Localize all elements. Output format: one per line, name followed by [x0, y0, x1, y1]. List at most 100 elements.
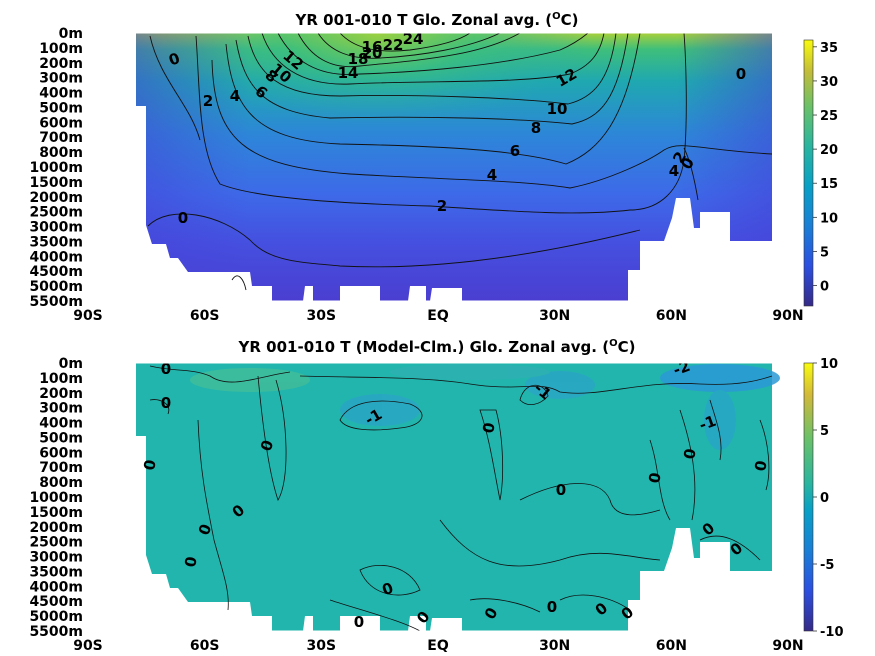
panel2-colorbar-ticks: 10 5 0 -5 -10 [813, 357, 844, 640]
contour-label: -1 [697, 412, 719, 435]
x-tick-label: 90N [772, 308, 803, 324]
x-tick-label: 90S [73, 638, 103, 654]
x-tick-label: 60S [190, 638, 220, 654]
contour-label: 10 [547, 100, 568, 118]
contour-label: -1 [362, 405, 385, 429]
contour-line [699, 535, 761, 561]
y-tick-label: 300m [39, 71, 83, 87]
contour-label: 16 [362, 38, 383, 56]
y-tick-label: 4000m [29, 249, 83, 265]
panel1-x-ticks: 90S 60S 30S EQ 30N 60N 90N [73, 308, 803, 324]
colorbar-tick-label: -10 [820, 625, 844, 640]
panel1-contours [147, 33, 773, 291]
y-tick-label: 5500m [29, 294, 83, 310]
colorbar-tick-label: -5 [820, 558, 834, 573]
x-tick-label: 30S [307, 308, 337, 324]
y-tick-label: 3500m [29, 564, 83, 580]
contour-line [649, 439, 671, 521]
y-tick-label: 5000m [29, 609, 83, 625]
y-tick-label: 100m [39, 371, 83, 387]
contour-line [195, 33, 687, 214]
panel2-title: YR 001-010 T (Model-Clm.) Glo. Zonal avg… [238, 338, 636, 356]
contour-label: 0 [736, 65, 746, 83]
y-tick-label: 200m [39, 386, 83, 402]
y-tick-label: 500m [39, 430, 83, 446]
contour-line [317, 33, 501, 59]
contour-line [469, 598, 541, 613]
y-tick-label: 600m [39, 445, 83, 461]
x-tick-label: 30S [307, 638, 337, 654]
y-tick-label: 400m [39, 86, 83, 102]
panel2-y-ticks: 0m100m200m300m400m500m600m700m800m1000m1… [29, 356, 83, 640]
contour-label: 0 [354, 613, 364, 631]
panel1-title: YR 001-010 T Glo. Zonal avg. (OC) [295, 11, 579, 29]
colorbar-tick-label: 30 [820, 75, 838, 90]
contour-label: 0 [178, 209, 188, 227]
colorbar-tick-label: 0 [820, 280, 829, 295]
contour-label: 22 [383, 36, 404, 54]
y-tick-label: 3500m [29, 234, 83, 250]
colorbar-tick-label: 35 [820, 41, 838, 56]
contour-label: 4 [230, 87, 240, 105]
y-tick-label: 4000m [29, 579, 83, 595]
colorbar-tick-label: 10 [820, 211, 838, 226]
contour-line [231, 275, 247, 291]
panel1-axes-frame [87, 32, 789, 302]
colorbar-tick-label: 5 [820, 424, 829, 439]
contour-line [147, 213, 641, 268]
contour-label: 4 [669, 162, 679, 180]
contour-line [235, 33, 629, 125]
contour-label: 0 [547, 598, 557, 616]
y-tick-label: 4500m [29, 264, 83, 280]
contour-label: 2 [437, 197, 447, 215]
contour-line [519, 384, 549, 406]
contour-label: 6 [510, 142, 520, 160]
contour-label: 0 [161, 360, 171, 378]
contour-line [277, 33, 589, 76]
y-tick-label: 700m [39, 130, 83, 146]
y-tick-label: 800m [39, 475, 83, 491]
contour-label: 0 [751, 459, 771, 472]
panel2-contours [149, 365, 773, 631]
contour-line [359, 565, 421, 596]
contour-line [759, 419, 770, 491]
panel2-x-ticks: 90S 60S 30S EQ 30N 60N 90N [73, 638, 803, 654]
y-tick-label: 5000m [29, 279, 83, 295]
panel1-y-ticks: 0m100m200m300m400m500m600m700m800m1000m1… [29, 26, 83, 310]
contour-line [559, 594, 631, 611]
panel2-plot: 0 0 0 0 0 0 0 -1 -1 -1 -2 0 0 0 0 0 0 0 … [136, 360, 780, 631]
contour-label: 0 [181, 555, 201, 568]
contour-label: 8 [531, 119, 541, 137]
y-tick-label: 2000m [29, 190, 83, 206]
y-tick-label: 400m [39, 416, 83, 432]
panel1-colorbar [803, 39, 814, 307]
panel1-colorbar-ticks: 35 30 25 20 15 10 5 0 [813, 41, 838, 295]
contour-line [149, 365, 291, 383]
y-tick-label: 1500m [29, 505, 83, 521]
contour-label: 2 [203, 92, 213, 110]
y-tick-label: 0m [59, 356, 83, 372]
y-tick-label: 3000m [29, 550, 83, 566]
y-tick-label: 200m [39, 56, 83, 72]
contour-line [211, 59, 773, 189]
colorbar-tick-label: 20 [820, 143, 838, 158]
contour-line [247, 33, 617, 105]
y-tick-label: 0m [59, 26, 83, 42]
y-tick-label: 1000m [29, 490, 83, 506]
contour-label: 18 [348, 50, 369, 68]
x-tick-label: 60N [656, 308, 687, 324]
contour-label: 0 [556, 481, 566, 499]
y-tick-label: 700m [39, 460, 83, 476]
contour-label: 24 [403, 30, 424, 48]
x-tick-label: 90N [772, 638, 803, 654]
y-tick-label: 5500m [29, 624, 83, 640]
contour-label: 20 [362, 44, 383, 62]
contour-line [679, 409, 696, 521]
contour-label: 0 [161, 394, 171, 412]
contour-label: 0 [680, 447, 700, 460]
y-tick-label: 2000m [29, 520, 83, 536]
colorbar-tick-label: 15 [820, 177, 838, 192]
x-tick-label: EQ [427, 308, 449, 324]
contour-line [519, 483, 661, 516]
